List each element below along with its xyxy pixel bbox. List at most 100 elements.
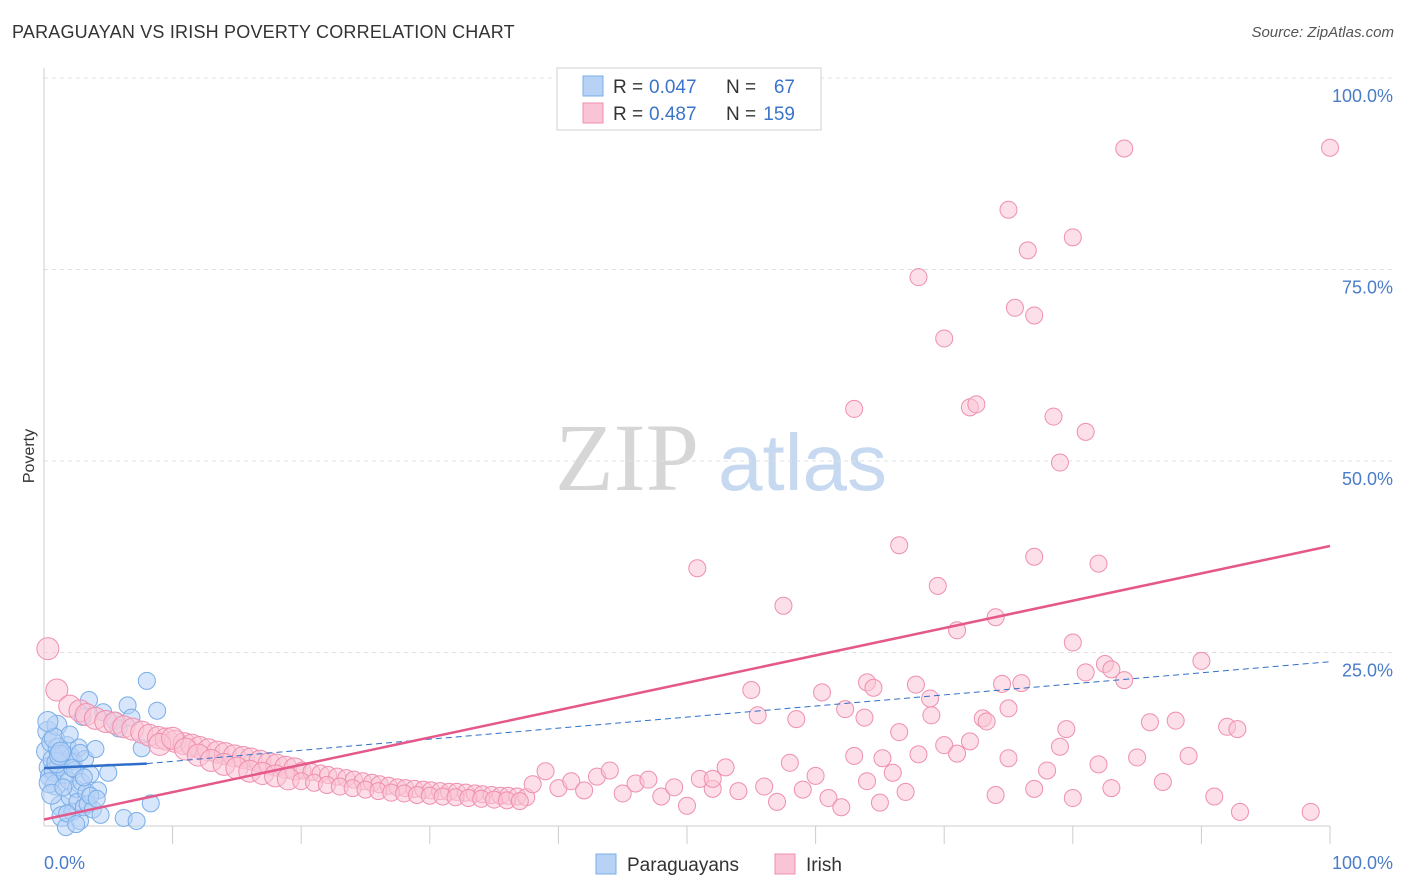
irish-point-182 (748, 706, 767, 725)
irish-point-143 (1166, 711, 1185, 730)
y-axis-label: Poverty (21, 429, 38, 483)
paraguayans-point-48 (137, 671, 156, 690)
irish-point-145 (1192, 651, 1211, 670)
irish-point-144 (1179, 746, 1198, 765)
irish-point-111 (858, 772, 877, 791)
legend-r-label-1: R = (613, 77, 643, 98)
chart-title: PARAGUAYAN VS IRISH POVERTY CORRELATION … (12, 22, 515, 42)
x-tick-label-max: 100.0% (1332, 853, 1393, 873)
irish-point-96 (665, 778, 684, 797)
legend-top: R = 0.047 N = 67 R = 0.487 N = 159 (556, 67, 822, 131)
legend-swatch-irish (582, 102, 604, 124)
y-tick-label-100: 100.0% (1332, 86, 1393, 106)
gridlines (44, 77, 1392, 653)
irish-point-163 (977, 712, 996, 731)
paraguayans-point-65 (37, 710, 59, 732)
irish-point-112 (870, 793, 889, 812)
watermark-zip: ZIP (555, 404, 699, 511)
paraguayans-point-61 (71, 743, 90, 762)
irish-point-140 (1128, 748, 1147, 767)
irish-point-101 (729, 782, 748, 801)
legend-r-value-2: 0.487 (649, 104, 697, 125)
irish-point-100 (716, 758, 735, 777)
irish-point-175 (1063, 228, 1082, 247)
irish-point-154 (1025, 547, 1044, 566)
irish-point-184 (1301, 802, 1320, 821)
irish-point-123 (906, 675, 925, 694)
irish-point-130 (999, 749, 1018, 768)
irish-point-126 (948, 744, 967, 763)
y-tick-label-50: 50.0% (1342, 469, 1393, 489)
irish-point-161 (993, 674, 1012, 693)
watermark: ZIP atlas (555, 404, 887, 511)
legend-n-label-2: N = (726, 104, 756, 125)
irish-point-116 (922, 706, 941, 725)
irish-point-89 (575, 781, 594, 800)
irish-point-165 (909, 268, 928, 287)
paraguayans-point-66 (50, 741, 72, 763)
legend-bottom-label-paraguayans: Paraguayans (627, 855, 739, 876)
irish-point-149 (774, 596, 793, 615)
paraguayans-point-60 (67, 815, 86, 834)
irish-point-92 (613, 784, 632, 803)
legend-bottom-swatch-irish (774, 853, 796, 875)
irish-point-0 (36, 637, 60, 661)
irish-point-122 (890, 723, 909, 742)
irish-point-91 (600, 761, 619, 780)
y-tick-label-25: 25.0% (1342, 661, 1393, 681)
legend-swatch-paraguayans (582, 75, 604, 97)
legend-bottom-swatch-paraguayans (595, 853, 617, 875)
irish-point-164 (845, 399, 864, 418)
irish-point-88 (562, 772, 581, 791)
irish-points (36, 138, 1339, 821)
legend-n-label-1: N = (726, 77, 756, 98)
legend-n-value-1: 67 (774, 77, 795, 98)
irish-point-102 (742, 681, 761, 700)
irish-point-183 (703, 769, 722, 788)
irish-point-134 (1050, 737, 1069, 756)
irish-point-158 (1102, 660, 1121, 679)
irish-point-115 (909, 745, 928, 764)
irish-point-168 (967, 395, 986, 414)
legend-bottom: Paraguayans Irish (595, 853, 842, 876)
irish-point-84 (510, 792, 529, 811)
irish-point-113 (883, 763, 902, 782)
irish-point-131 (1012, 674, 1031, 693)
irish-point-174 (1050, 453, 1069, 472)
irish-point-138 (1102, 779, 1121, 798)
irish-point-117 (787, 710, 806, 729)
irish-point-1 (45, 678, 69, 702)
irish-point-180 (1057, 720, 1076, 739)
irish-point-129 (986, 785, 1005, 804)
paraguayans-point-36 (86, 740, 105, 759)
irish-point-172 (1025, 306, 1044, 325)
paraguayans-point-40 (99, 763, 118, 782)
chart-source: Source: ZipAtlas.com (1251, 24, 1394, 41)
irish-point-103 (755, 777, 774, 796)
irish-point-181 (1228, 720, 1247, 739)
irish-point-124 (921, 689, 940, 708)
irish-point-127 (960, 732, 979, 751)
irish-point-170 (1005, 298, 1024, 317)
irish-point-125 (935, 736, 954, 755)
paraguayans-trend-line (43, 762, 147, 770)
irish-point-108 (819, 789, 838, 808)
paraguayans-point-58 (60, 725, 79, 744)
paraguayans-point-50 (148, 701, 167, 720)
irish-point-106 (793, 780, 812, 799)
irish-point-156 (1089, 554, 1108, 573)
irish-point-120 (855, 708, 874, 727)
irish-point-176 (1076, 422, 1095, 441)
irish-point-109 (832, 798, 851, 817)
irish-point-142 (1153, 772, 1172, 791)
irish-point-177 (1115, 139, 1134, 158)
irish-point-179 (688, 559, 707, 578)
irish-point-160 (864, 678, 883, 697)
irish-point-114 (896, 782, 915, 801)
irish-point-105 (780, 753, 799, 772)
paraguayans-point-62 (74, 768, 93, 787)
irish-point-94 (639, 770, 658, 789)
paraguayans-point-46 (127, 812, 146, 831)
paraguayans-point-49 (141, 794, 160, 813)
